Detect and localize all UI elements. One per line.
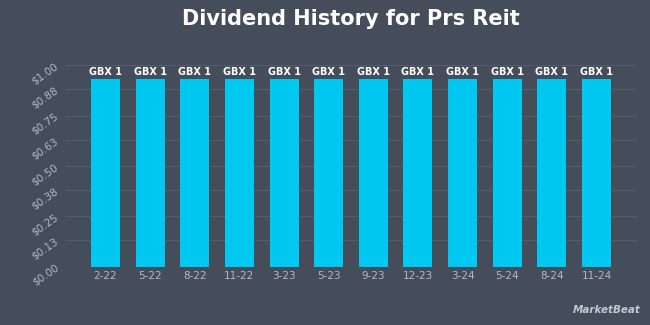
Bar (359, 79, 388, 266)
Bar (270, 79, 298, 266)
Bar (136, 79, 164, 266)
Text: GBX 1: GBX 1 (446, 67, 479, 77)
Bar (180, 79, 209, 266)
Text: GBX 1: GBX 1 (89, 67, 122, 77)
Text: GBX 1: GBX 1 (178, 67, 211, 77)
Text: MarketBeat: MarketBeat (573, 305, 640, 315)
Text: GBX 1: GBX 1 (357, 67, 390, 77)
Bar (448, 79, 477, 266)
Bar (225, 79, 254, 266)
Bar (493, 79, 522, 266)
Text: GBX 1: GBX 1 (402, 67, 434, 77)
Text: GBX 1: GBX 1 (134, 67, 166, 77)
Text: GBX 1: GBX 1 (268, 67, 300, 77)
Text: GBX 1: GBX 1 (223, 67, 256, 77)
Text: GBX 1: GBX 1 (536, 67, 568, 77)
Text: GBX 1: GBX 1 (312, 67, 345, 77)
Text: GBX 1: GBX 1 (580, 67, 613, 77)
Bar (404, 79, 432, 266)
Bar (314, 79, 343, 266)
Bar (582, 79, 611, 266)
Text: GBX 1: GBX 1 (491, 67, 524, 77)
Bar (538, 79, 566, 266)
Bar (91, 79, 120, 266)
Title: Dividend History for Prs Reit: Dividend History for Prs Reit (182, 9, 520, 29)
